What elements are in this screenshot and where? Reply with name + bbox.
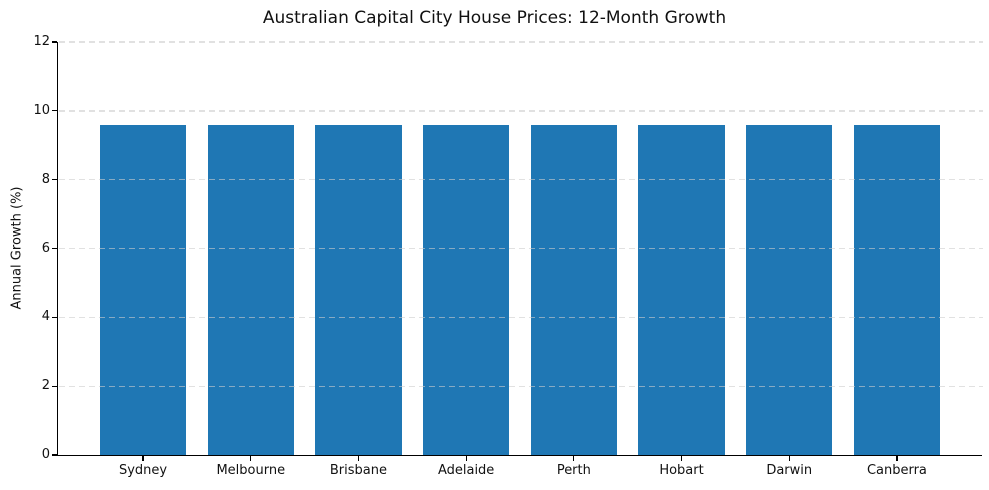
- gridline-4: [59, 316, 983, 319]
- chart-title: Australian Capital City House Prices: 12…: [262, 8, 727, 28]
- x-tick-mark-melbourne: [250, 456, 252, 461]
- y-tick-label-8: 8: [41, 171, 50, 187]
- x-tick-label-perth: Perth: [556, 463, 591, 478]
- x-tick-mark-canberra: [896, 456, 898, 461]
- bar-sydney: [100, 124, 187, 455]
- bar-darwin: [746, 124, 833, 455]
- y-tick-mark-6: [52, 247, 57, 250]
- y-axis-spine: [56, 42, 58, 457]
- gridline-8: [59, 179, 983, 181]
- y-tick-label-0: 0: [41, 447, 50, 462]
- y-tick-label-10: 10: [33, 102, 50, 118]
- x-tick-label-hobart: Hobart: [659, 463, 704, 478]
- bar-adelaide: [423, 124, 510, 455]
- y-tick-label-2: 2: [41, 378, 50, 394]
- x-axis-spine: [56, 455, 982, 457]
- gridline-6: [59, 247, 983, 250]
- x-tick-label-darwin: Darwin: [766, 463, 813, 478]
- x-tick-mark-brisbane: [357, 456, 360, 461]
- y-tick-mark-4: [52, 316, 57, 318]
- y-tick-label-4: 4: [41, 309, 50, 325]
- x-tick-mark-hobart: [680, 456, 683, 461]
- y-tick-mark-10: [52, 110, 57, 112]
- x-tick-label-brisbane: Brisbane: [329, 463, 387, 478]
- gridline-10: [59, 110, 983, 112]
- y-tick-mark-8: [52, 179, 57, 181]
- x-tick-label-sydney: Sydney: [118, 463, 168, 478]
- y-tick-mark-2: [52, 385, 57, 387]
- y-tick-label-6: 6: [41, 240, 50, 256]
- x-tick-mark-darwin: [788, 456, 790, 461]
- bar-canberra: [853, 124, 940, 455]
- x-tick-mark-sydney: [142, 456, 144, 461]
- bar-perth: [530, 124, 617, 455]
- y-tick-mark-12: [52, 41, 57, 43]
- x-tick-label-adelaide: Adelaide: [437, 463, 495, 478]
- x-tick-mark-perth: [573, 456, 575, 461]
- y-tick-mark-0: [52, 454, 57, 456]
- gridline-12: [59, 41, 983, 43]
- gridline-2: [59, 385, 983, 387]
- y-tick-label-12: 12: [33, 34, 50, 49]
- x-tick-label-canberra: Canberra: [866, 463, 927, 478]
- bar-brisbane: [315, 124, 402, 455]
- bar-melbourne: [207, 124, 294, 455]
- bar-hobart: [638, 124, 725, 455]
- x-tick-label-melbourne: Melbourne: [216, 463, 286, 478]
- x-tick-mark-adelaide: [465, 456, 467, 461]
